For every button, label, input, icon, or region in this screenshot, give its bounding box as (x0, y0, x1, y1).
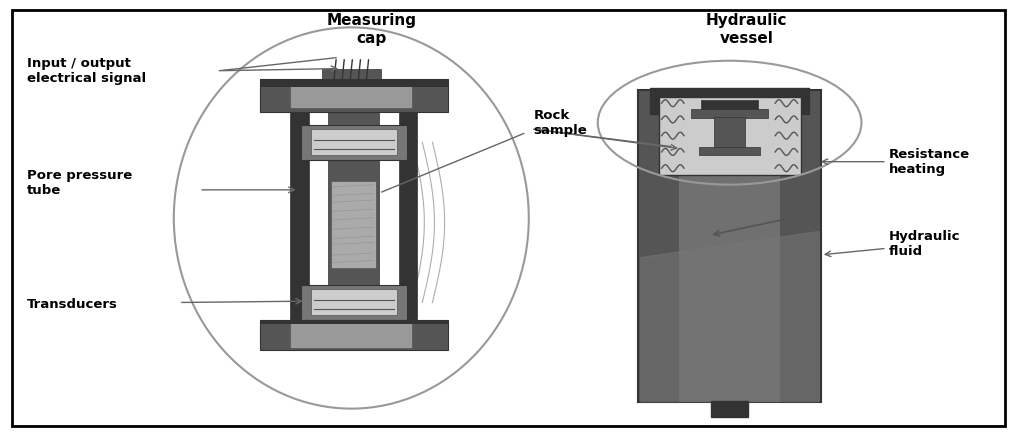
Bar (260, 79, 447, 87)
Bar (327, 112, 378, 320)
Bar (701, 100, 758, 109)
Text: Pore pressure
tube: Pore pressure tube (26, 169, 132, 198)
Text: Hydraulic
vessel: Hydraulic vessel (706, 14, 787, 46)
Bar (260, 320, 447, 350)
Bar (291, 112, 309, 320)
Text: Rock
sample: Rock sample (534, 109, 588, 137)
Bar (399, 112, 417, 320)
Bar (711, 401, 747, 417)
Bar (639, 90, 821, 402)
Bar (692, 109, 768, 118)
Bar (291, 322, 412, 348)
Bar (659, 97, 800, 175)
Text: Input / output
electrical signal: Input / output electrical signal (26, 57, 145, 85)
Bar (291, 84, 412, 108)
Text: Hydraulic
fluid: Hydraulic fluid (889, 230, 960, 258)
Bar (331, 181, 375, 268)
Bar (260, 79, 447, 112)
Bar (679, 90, 780, 402)
Bar (322, 68, 380, 79)
Bar (260, 320, 447, 324)
Bar (301, 125, 407, 160)
Bar (699, 147, 760, 155)
Text: Measuring
cap: Measuring cap (326, 14, 417, 46)
Text: Resistance
heating: Resistance heating (889, 148, 970, 176)
Text: Transducers: Transducers (26, 298, 118, 311)
Bar (651, 88, 809, 114)
Bar (311, 129, 397, 155)
Bar (714, 117, 744, 150)
Bar (311, 290, 397, 316)
Bar (301, 285, 407, 320)
